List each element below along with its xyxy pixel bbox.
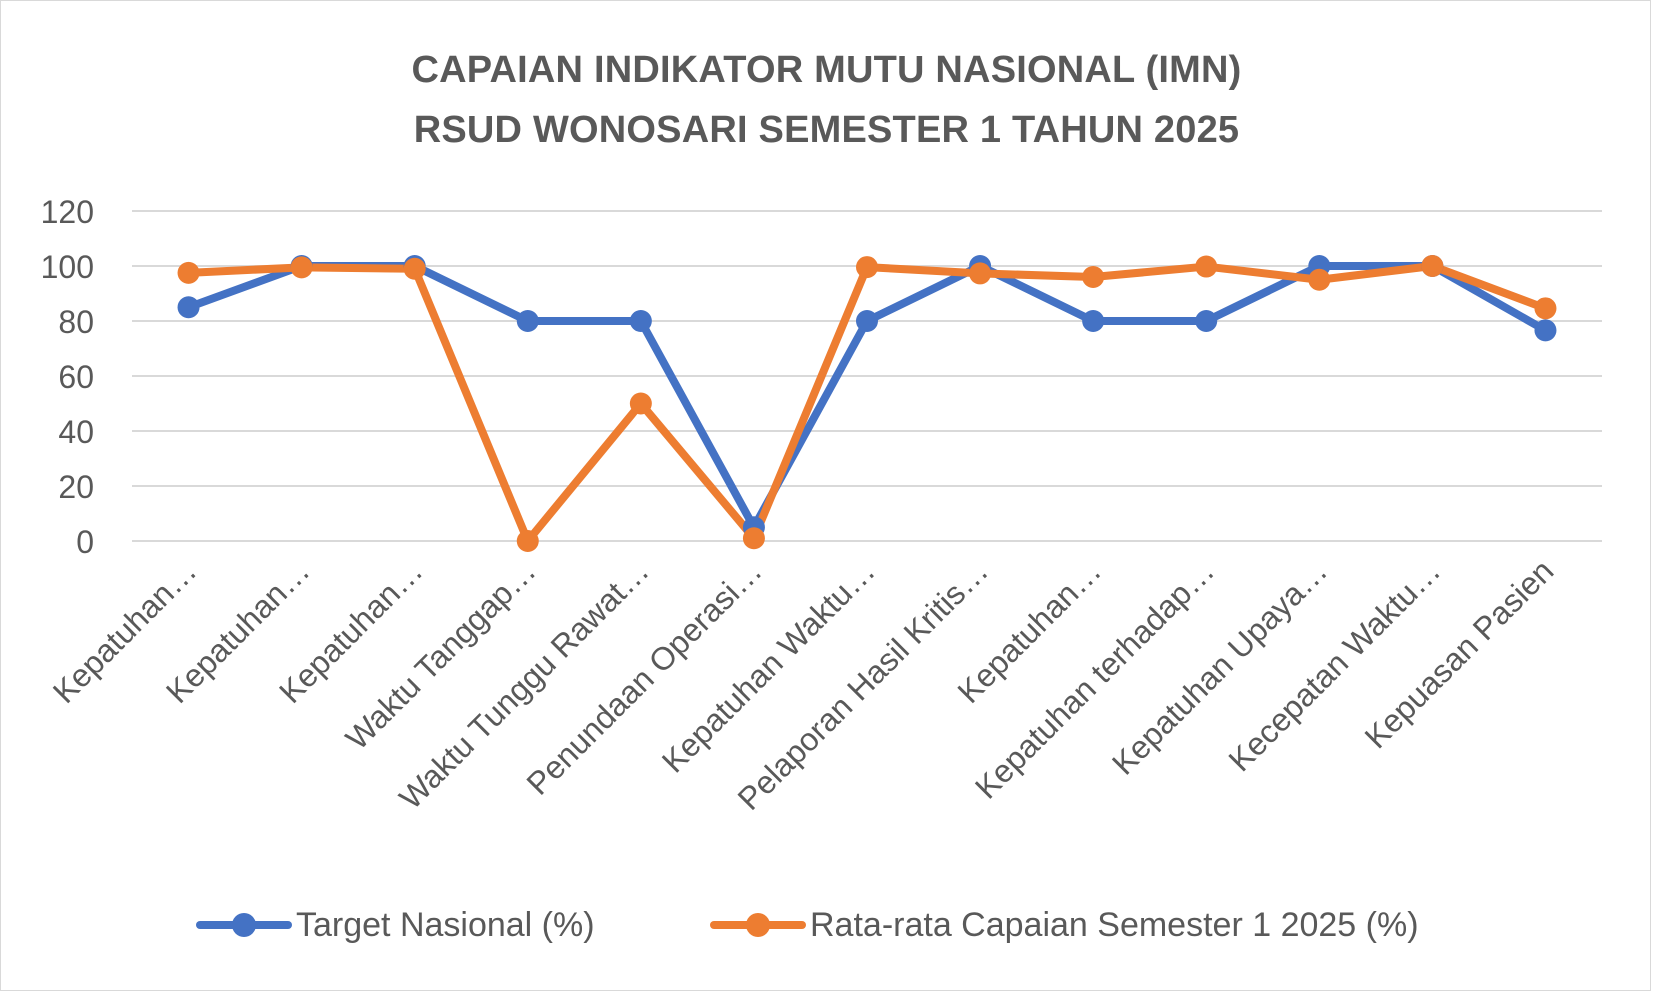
- legend-marker-target: [232, 913, 256, 937]
- data-point-0: [1534, 319, 1557, 342]
- legend-label-target: Target Nasional (%): [296, 905, 595, 944]
- x-tick-label: Kecepatan Waktu…: [1221, 552, 1447, 778]
- series-lines: [184, 262, 1550, 545]
- x-axis-ticks: Kepatuhan…Kepatuhan…Kepatuhan…Waktu Tang…: [46, 552, 1560, 816]
- data-point-1: [177, 261, 200, 284]
- y-tick-label: 40: [58, 414, 94, 450]
- data-point-0: [516, 310, 539, 332]
- data-point-1: [1308, 268, 1331, 291]
- data-point-1: [742, 527, 765, 550]
- data-point-1: [969, 262, 992, 285]
- data-point-1: [290, 256, 313, 279]
- data-point-1: [1195, 255, 1218, 278]
- y-axis-ticks: 0 20 40 60 80 100 120: [41, 194, 94, 560]
- data-point-1: [629, 392, 652, 415]
- x-tick-label: Waktu Tanggap…: [339, 552, 543, 756]
- data-point-0: [856, 310, 878, 332]
- legend-label-capaian: Rata-rata Capaian Semester 1 2025 (%): [810, 905, 1419, 944]
- data-point-1: [403, 257, 426, 280]
- data-point-0: [629, 310, 652, 332]
- y-tick-label: 100: [41, 249, 94, 285]
- series-line-1: [184, 262, 1550, 545]
- chart-title: CAPAIAN INDIKATOR MUTU NASIONAL (IMN) RS…: [0, 40, 1653, 160]
- y-tick-label: 120: [41, 194, 94, 230]
- data-point-0: [177, 296, 200, 319]
- data-point-0: [1195, 310, 1218, 332]
- chart-title-line-2: RSUD WONOSARI SEMESTER 1 TAHUN 2025: [413, 109, 1240, 151]
- legend-swatch-target: [196, 900, 292, 950]
- data-point-1: [1082, 266, 1105, 288]
- y-tick-label: 60: [58, 359, 94, 395]
- x-tick-label: Kepatuhan Upaya…: [1105, 552, 1334, 781]
- data-point-0: [1082, 310, 1105, 332]
- x-tick-label: Kepuasan Pasien: [1358, 552, 1561, 755]
- legend-item-target: Target Nasional (%): [196, 900, 595, 950]
- data-point-1: [1534, 297, 1557, 320]
- legend-item-capaian: Rata-rata Capaian Semester 1 2025 (%): [710, 900, 1419, 950]
- data-point-1: [516, 530, 539, 552]
- legend-marker-capaian: [746, 913, 770, 937]
- x-tick-label: Kepatuhan Waktu…: [655, 552, 882, 779]
- legend: Target Nasional (%) Rata-rata Capaian Se…: [0, 900, 1653, 950]
- y-tick-label: 20: [58, 469, 94, 505]
- series-points: [177, 255, 1557, 552]
- y-tick-label: 0: [76, 524, 94, 560]
- series-line-0: [184, 262, 1550, 532]
- data-point-1: [856, 256, 878, 279]
- chart-title-line-1: CAPAIAN INDIKATOR MUTU NASIONAL (IMN): [411, 49, 1242, 91]
- data-point-1: [1421, 255, 1444, 277]
- y-tick-label: 80: [58, 304, 94, 340]
- legend-swatch-capaian: [710, 900, 806, 950]
